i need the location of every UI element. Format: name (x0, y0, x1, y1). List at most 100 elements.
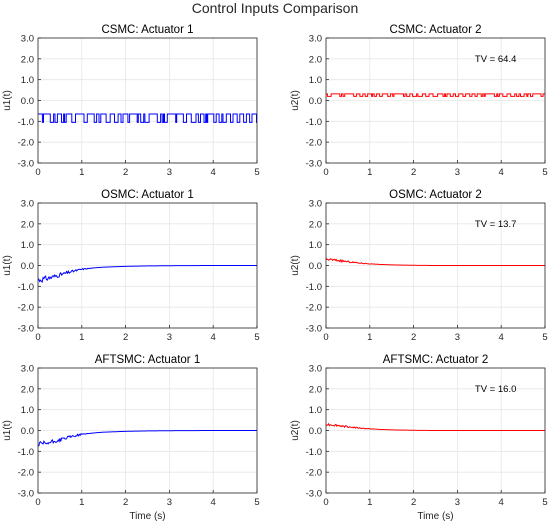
y-tick-label: -3.0 (306, 324, 322, 335)
y-tick-label: 2.0 (21, 54, 34, 65)
x-tick-label: 1 (79, 332, 84, 343)
y-tick-label: 3.0 (21, 199, 34, 210)
y-tick-label: 2.0 (309, 384, 322, 395)
panels: 0 1 2 3 4 5 -3.0 -2.0 -1.0 0.0 1.0 2.0 3.0 CSMC: Actu… (2, 24, 548, 522)
plot-frame (325, 202, 546, 329)
y-axis-label: u2(t) (290, 90, 301, 111)
y-tick-label: -1.0 (306, 117, 322, 128)
y-tick-label: 0.0 (309, 261, 322, 272)
y-tick-label: 3.0 (21, 34, 34, 45)
x-tick-label: 4 (499, 497, 504, 508)
x-tick-label: 1 (79, 167, 84, 178)
x-tick-label: 4 (499, 332, 504, 343)
plot-frame (37, 367, 258, 494)
y-tick-label: 2.0 (309, 54, 322, 65)
y-tick-label: -2.0 (306, 303, 322, 314)
series-line-1 (326, 257, 545, 266)
y-axis-label: u1(t) (2, 420, 13, 441)
y-tick-label: -2.0 (18, 468, 34, 479)
y-tick-label: 1.0 (21, 405, 34, 416)
panel-title: CSMC: Actuator 2 (389, 24, 481, 36)
y-tick-label: 1.0 (21, 240, 34, 251)
x-tick-label: 5 (254, 332, 259, 343)
y-tick-label: -3.0 (18, 324, 34, 335)
series-line-1 (326, 422, 545, 431)
y-tick-label: -3.0 (306, 159, 322, 170)
y-tick-label: 1.0 (309, 240, 322, 251)
y-tick-label: -2.0 (18, 303, 34, 314)
plot-frame (325, 367, 546, 494)
x-tick-label: 1 (367, 332, 372, 343)
x-tick-label: 5 (254, 167, 259, 178)
y-axis-label: u2(t) (290, 255, 301, 276)
x-tick-label: 0 (35, 497, 40, 508)
y-axis-label: u1(t) (2, 255, 13, 276)
y-tick-label: 1.0 (309, 75, 322, 86)
y-tick-label: 0.0 (21, 96, 34, 107)
panel-title: OSMC: Actuator 1 (101, 189, 194, 201)
tv-annotation: TV = 13.7 (475, 219, 516, 230)
y-tick-label: 1.0 (309, 405, 322, 416)
y-tick-label: -3.0 (18, 159, 34, 170)
x-tick-label: 5 (542, 167, 547, 178)
y-tick-label: -1.0 (18, 117, 34, 128)
y-tick-label: -3.0 (18, 489, 34, 500)
y-tick-label: -1.0 (18, 282, 34, 293)
panel-5: 0 1 2 3 4 5 -3.0 -2.0 -1.0 0.0 1.0 2.0 3.0 AFTSMC: Ac… (2, 354, 260, 522)
x-tick-label: 2 (123, 332, 128, 343)
x-tick-label: 0 (323, 332, 328, 343)
x-tick-label: 5 (254, 497, 259, 508)
y-axis-label: u2(t) (290, 420, 301, 441)
series-line-1 (38, 265, 257, 283)
x-tick-label: 0 (35, 332, 40, 343)
y-tick-label: -1.0 (306, 282, 322, 293)
y-tick-label: 0.0 (309, 96, 322, 107)
panel-1: 0 1 2 3 4 5 -3.0 -2.0 -1.0 0.0 1.0 2.0 3.0 CSMC: Actu… (2, 24, 260, 178)
y-tick-label: 0.0 (21, 426, 34, 437)
x-tick-label: 1 (79, 497, 84, 508)
x-tick-label: 3 (167, 497, 172, 508)
x-tick-label: 5 (542, 332, 547, 343)
x-tick-label: 2 (411, 167, 416, 178)
y-tick-label: 0.0 (309, 426, 322, 437)
x-axis-label: Time (s) (417, 511, 453, 522)
panel-4: 0 1 2 3 4 5 -3.0 -2.0 -1.0 0.0 1.0 2.0 3.0 OSMC: Actu… (290, 189, 548, 343)
panel-title: CSMC: Actuator 1 (101, 24, 193, 36)
x-tick-label: 3 (455, 167, 460, 178)
x-tick-label: 3 (167, 332, 172, 343)
y-tick-label: 3.0 (309, 199, 322, 210)
tv-annotation: TV = 64.4 (475, 54, 516, 65)
x-tick-label: 2 (411, 497, 416, 508)
series-line-1 (326, 93, 545, 97)
x-tick-label: 3 (167, 167, 172, 178)
x-tick-label: 2 (411, 332, 416, 343)
y-tick-label: -1.0 (306, 447, 322, 458)
y-tick-label: 2.0 (21, 219, 34, 230)
x-tick-label: 1 (367, 497, 372, 508)
y-tick-label: 3.0 (21, 364, 34, 375)
panel-title: AFTSMC: Actuator 2 (383, 354, 488, 366)
x-tick-label: 0 (323, 167, 328, 178)
x-axis-label: Time (s) (129, 511, 165, 522)
y-tick-label: 2.0 (21, 384, 34, 395)
plot-frame (325, 37, 546, 164)
y-tick-label: 1.0 (21, 75, 34, 86)
x-tick-label: 2 (123, 497, 128, 508)
y-tick-label: 3.0 (309, 364, 322, 375)
y-tick-label: 2.0 (309, 219, 322, 230)
plot-frame (37, 37, 258, 164)
x-tick-label: 3 (455, 332, 460, 343)
panel-3: 0 1 2 3 4 5 -3.0 -2.0 -1.0 0.0 1.0 2.0 3.0 OSMC: Actu… (2, 189, 260, 343)
y-axis-label: u1(t) (2, 90, 13, 111)
panel-title: AFTSMC: Actuator 1 (95, 354, 200, 366)
x-tick-label: 5 (542, 497, 547, 508)
plot-frame (37, 202, 258, 329)
x-tick-label: 0 (35, 167, 40, 178)
x-tick-label: 4 (211, 167, 216, 178)
panel-title: OSMC: Actuator 2 (389, 189, 482, 201)
series-line-1 (38, 113, 257, 123)
panel-6: 0 1 2 3 4 5 -3.0 -2.0 -1.0 0.0 1.0 2.0 3.0 AFTSMC: Ac… (290, 354, 548, 522)
y-tick-label: -3.0 (306, 489, 322, 500)
x-tick-label: 3 (455, 497, 460, 508)
